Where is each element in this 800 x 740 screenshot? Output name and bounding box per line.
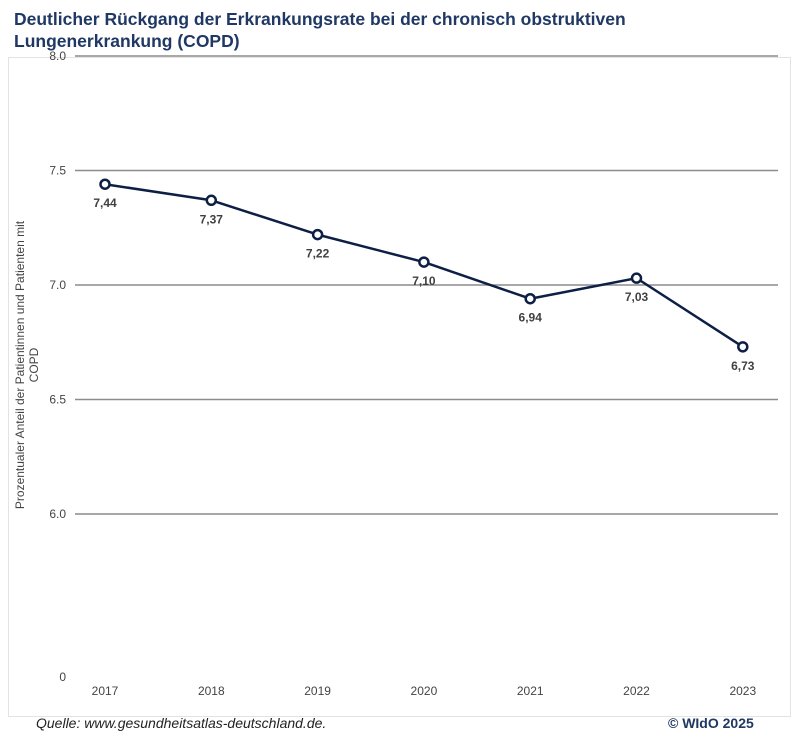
x-tick-label: 2020 xyxy=(411,684,438,698)
x-tick-label: 2017 xyxy=(92,684,119,698)
data-label: 6,94 xyxy=(519,311,543,325)
source-note: Quelle: www.gesundheitsatlas-deutschland… xyxy=(36,715,327,731)
data-point xyxy=(630,272,643,284)
y-axis-label-line: COPD xyxy=(27,347,41,382)
y-tick-label: 6.5 xyxy=(49,393,66,407)
y-tick-label: 6.0 xyxy=(49,507,66,521)
x-tick-label: 2018 xyxy=(198,684,225,698)
data-label: 7,03 xyxy=(625,290,649,304)
y-axis-ticks: 8.0 7.5 7.0 6.5 6.0 0 xyxy=(49,49,66,684)
y-tick-label: 7.0 xyxy=(49,278,66,292)
data-point xyxy=(418,256,430,268)
x-tick-label: 2021 xyxy=(517,684,544,698)
x-tick-label: 2022 xyxy=(623,684,650,698)
y-tick-label: 8.0 xyxy=(49,49,66,63)
gridlines xyxy=(75,55,778,515)
data-label: 7,10 xyxy=(412,274,436,288)
data-labels: 7,44 7,37 7,22 7,10 6,94 7,03 6,73 xyxy=(93,196,754,373)
x-tick-label: 2023 xyxy=(729,684,756,698)
chart-title: Deutlicher Rückgang der Erkrankungsrate … xyxy=(14,9,626,51)
data-point xyxy=(737,341,749,353)
data-label: 7,22 xyxy=(306,247,330,261)
data-point xyxy=(311,228,324,241)
data-label: 7,44 xyxy=(93,196,117,210)
data-series xyxy=(99,178,749,353)
x-tick-label: 2019 xyxy=(304,684,331,698)
copyright-note: © WIdO 2025 xyxy=(668,715,754,731)
y-axis-label: Prozentualer Anteil der Patientinnen und… xyxy=(13,220,41,509)
x-axis-ticks: 2017 2018 2019 2020 2021 2022 2023 xyxy=(92,684,757,698)
plot-frame xyxy=(8,57,791,717)
data-label: 7,37 xyxy=(200,212,224,226)
data-label: 6,73 xyxy=(731,359,755,373)
y-tick-label: 7.5 xyxy=(49,164,66,178)
y-axis-label-line: Prozentualer Anteil der Patientinnen und… xyxy=(13,220,27,509)
data-point xyxy=(205,194,218,207)
data-point xyxy=(524,292,536,305)
y-tick-label-zero: 0 xyxy=(59,670,66,684)
data-point xyxy=(99,178,111,190)
